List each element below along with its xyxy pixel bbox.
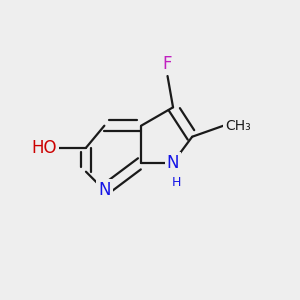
- Text: H: H: [172, 176, 182, 189]
- Text: F: F: [163, 55, 172, 73]
- Text: HO: HO: [32, 139, 57, 157]
- Text: N: N: [167, 154, 179, 172]
- Text: N: N: [98, 181, 111, 199]
- Text: CH₃: CH₃: [225, 119, 251, 133]
